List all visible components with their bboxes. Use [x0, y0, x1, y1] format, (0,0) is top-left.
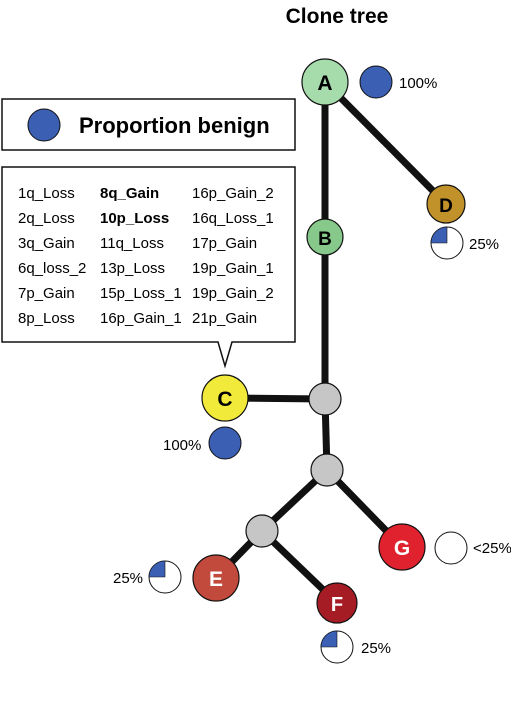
pie-a [359, 65, 393, 99]
callout: 1q_Loss 2q_Loss 3q_Gain 6q_loss_2 7p_Gain 8p_… [1, 166, 296, 369]
pie-d-benign-slice [430, 226, 448, 244]
legend-label: Proportion benign [79, 113, 270, 138]
callout-item: 19p_Gain_1 [192, 260, 274, 277]
node-e-label: E [209, 568, 223, 591]
callout-item: 3q_Gain [18, 235, 75, 252]
callout-item: 8p_Loss [18, 310, 75, 327]
pie-e [148, 560, 182, 594]
node-g-label: G [394, 537, 410, 560]
callout-item: 16q_Loss_1 [192, 210, 274, 227]
callout-item: 16p_Gain_2 [192, 185, 274, 202]
node-b-label: B [318, 229, 332, 250]
callout-item: 11q_Loss [100, 235, 164, 252]
node-e: E [192, 554, 240, 602]
pie-e-benign-slice [148, 560, 166, 578]
pct-label-c: 100% [163, 437, 201, 454]
pie-c [208, 426, 242, 460]
pie-d [430, 226, 464, 260]
node-f: F [316, 582, 358, 624]
callout-item: 19p_Gain_2 [192, 285, 274, 302]
node-g: G [378, 523, 426, 571]
node-e-circle [192, 554, 240, 602]
node-d-circle [426, 184, 466, 224]
callout-item: 21p_Gain [192, 310, 257, 327]
percent-labels: 100% 100% 25% 25% 25% <25% [113, 75, 511, 657]
benign-pies [148, 65, 468, 664]
pct-label-e: 25% [113, 570, 143, 587]
node-g-circle [378, 523, 426, 571]
node-f-label: F [331, 594, 343, 616]
node-c-circle [201, 374, 249, 422]
pie-f-benign-slice [320, 630, 338, 648]
node-b: B [306, 218, 344, 256]
node-d-label: D [439, 196, 453, 217]
node-a-circle [301, 58, 349, 106]
pie-c-base [208, 426, 242, 460]
internal-node-3 [245, 514, 279, 548]
callout-item: 1q_Loss [18, 185, 75, 202]
internal-nodes [245, 382, 344, 548]
pct-label-d: 25% [469, 236, 499, 253]
node-b-circle [306, 218, 344, 256]
callout-cells: 1q_Loss 2q_Loss 3q_Gain 6q_loss_2 7p_Gain 8p_… [18, 185, 274, 327]
callout-item: 8q_Gain [100, 185, 159, 202]
node-a: A [301, 58, 349, 106]
legend: Proportion benign [1, 98, 296, 151]
node-c: C [201, 374, 249, 422]
node-c-label: C [217, 388, 232, 411]
internal-node-2 [310, 453, 344, 487]
callout-item: 15p_Loss_1 [100, 285, 182, 302]
pct-label-a: 100% [399, 75, 437, 92]
callout-item: 7p_Gain [18, 285, 75, 302]
pie-f [320, 630, 354, 664]
node-a-label: A [317, 72, 332, 95]
internal-node-1 [308, 382, 342, 416]
callout-item: 10p_Loss [100, 210, 169, 227]
clone-nodes: A B C D E F G [192, 58, 466, 624]
callout-box [1, 166, 296, 369]
pie-g-base [434, 531, 468, 565]
callout-item: 17p_Gain [192, 235, 257, 252]
callout-item: 6q_loss_2 [18, 260, 86, 277]
pie-a-base [359, 65, 393, 99]
node-d: D [426, 184, 466, 224]
edge-a-d [322, 79, 449, 207]
node-f-circle [316, 582, 358, 624]
figure-title: Clone tree [286, 5, 389, 28]
callout-item: 16p_Gain_1 [100, 310, 182, 327]
callout-item: 13p_Loss [100, 260, 165, 277]
pct-label-f: 25% [361, 640, 391, 657]
pct-label-g: <25% [473, 540, 511, 557]
pie-g [434, 531, 468, 565]
callout-item: 2q_Loss [18, 210, 75, 227]
legend-benign-dot [27, 108, 61, 142]
